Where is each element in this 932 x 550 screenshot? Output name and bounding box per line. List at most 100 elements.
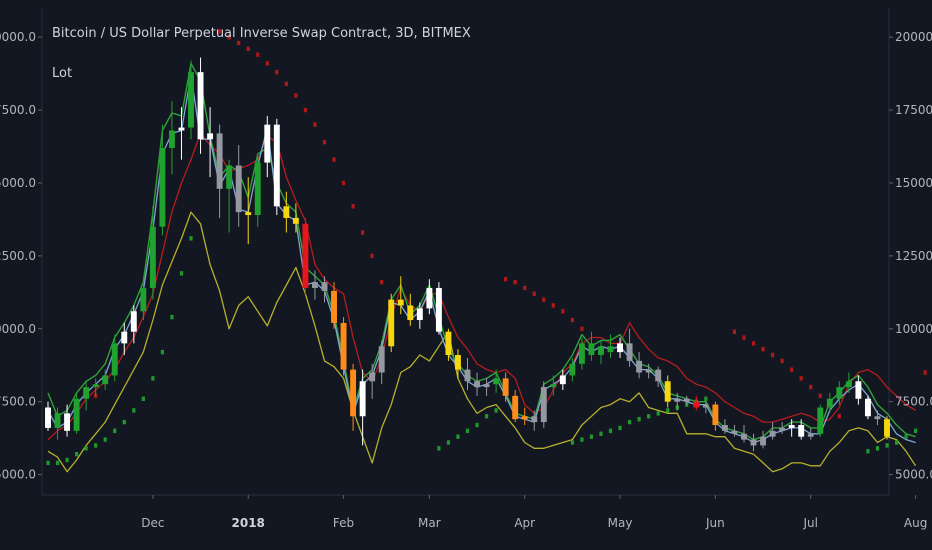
psar-dot-bull	[75, 451, 79, 457]
candle-body	[636, 360, 643, 373]
psar-dot-bear	[742, 335, 746, 340]
psar-dot-bear	[313, 122, 317, 127]
psar-dot-bear	[256, 52, 260, 57]
candle-body	[188, 72, 194, 128]
candle-body	[273, 124, 280, 207]
psar-dot-bear	[751, 341, 756, 346]
psar-dot-bull	[704, 396, 708, 401]
psar-dot-bull	[170, 314, 174, 320]
psar-dot-bear	[380, 279, 384, 285]
psar-dot-bull	[666, 408, 670, 413]
candle-body	[130, 311, 137, 332]
candle-body	[149, 226, 156, 288]
psar-dot-bull	[618, 425, 622, 431]
psar-dot-bull	[904, 434, 908, 439]
psar-dot-bear	[551, 303, 555, 308]
candle-body	[283, 206, 290, 218]
psar-dot-bull	[456, 434, 460, 439]
psar-dot-bull	[151, 376, 155, 381]
psar-dot-bull	[141, 396, 145, 401]
candle-body	[168, 130, 175, 148]
x-tick-label: Dec	[141, 516, 164, 530]
y-tick-label-left: 7500.0	[0, 395, 36, 409]
x-tick-label: Jul	[802, 516, 817, 530]
candle-body	[769, 430, 776, 437]
candle-body	[359, 381, 366, 417]
psar-dot-bear	[361, 230, 365, 235]
candle-body	[674, 398, 681, 402]
candle-body	[760, 436, 767, 446]
psar-dot-bear	[227, 34, 231, 40]
candle-body	[416, 308, 423, 321]
psar-dot-bull	[580, 437, 584, 442]
y-tick-label-right: 12500.0	[895, 249, 932, 263]
candle-body	[807, 433, 814, 437]
psar-dot-bear	[580, 326, 584, 331]
candle-body	[712, 404, 719, 426]
psar-dot-bear	[303, 107, 308, 113]
psar-dot-bear	[818, 393, 822, 399]
psar-dot-bull	[894, 440, 899, 445]
psar-dot-bull	[875, 446, 880, 451]
candle-body	[435, 287, 442, 332]
x-tick-label: Aug	[904, 516, 927, 530]
psar-dot-bear	[532, 291, 536, 296]
psar-dot-bear	[761, 346, 765, 352]
upper-band-line	[47, 132, 916, 441]
psar-dot-bull	[103, 437, 107, 442]
candle-body	[474, 381, 480, 388]
candle-body	[207, 133, 214, 140]
candle-body	[750, 439, 757, 446]
psar-dot-bull	[446, 440, 451, 445]
psar-dot-bull	[627, 419, 632, 425]
candle-body	[111, 343, 118, 376]
candle-body	[788, 425, 795, 428]
y-tick-label-left: 10000.0	[0, 322, 36, 336]
candle-body	[159, 147, 166, 227]
candle-body	[569, 363, 576, 376]
candle-body	[626, 343, 633, 361]
candle-body	[693, 401, 700, 408]
candle-body	[311, 282, 318, 288]
candle-body	[845, 381, 852, 388]
psar-dot-bear	[837, 414, 841, 419]
x-tick-label: Mar	[418, 516, 441, 530]
candle-body	[397, 299, 404, 306]
green-trend-line	[47, 62, 916, 441]
candle-body	[216, 133, 223, 189]
y-tick-label-right: 20000.0	[895, 30, 932, 44]
candle-body	[102, 375, 109, 385]
psar-dot-bull	[885, 443, 889, 448]
candle-body	[54, 413, 61, 428]
candle-body	[178, 127, 185, 131]
y-tick-label-right: 5000.0	[895, 468, 932, 482]
psar-dot-bear	[246, 46, 250, 52]
psar-dot-bull	[484, 414, 489, 419]
candle-body	[245, 212, 252, 216]
candle-body	[617, 343, 624, 353]
study-label[interactable]: Lot	[52, 66, 73, 81]
psar-dot-bull	[647, 414, 651, 419]
candle-body	[302, 223, 309, 288]
candle-body	[455, 355, 461, 370]
candle-body	[331, 290, 337, 323]
mid-line	[47, 74, 916, 444]
candle-body	[836, 387, 843, 399]
candle-body	[73, 398, 80, 431]
candle-body	[350, 369, 357, 417]
psar-dot-bull	[179, 271, 184, 276]
candle-body	[826, 398, 833, 408]
candle-body	[502, 378, 509, 396]
psar-dot-bear	[322, 139, 327, 145]
candle-body	[864, 398, 871, 417]
candle-body	[235, 165, 242, 213]
candle-body	[512, 395, 519, 420]
candle-body	[598, 346, 604, 356]
y-tick-label-right: 15000.0	[895, 176, 932, 190]
psar-dot-bull	[637, 416, 641, 422]
candle-body	[588, 343, 595, 356]
y-tick-label-right: 7500.0	[895, 395, 932, 409]
psar-dot-bull	[475, 422, 479, 428]
candle-body	[254, 162, 261, 216]
